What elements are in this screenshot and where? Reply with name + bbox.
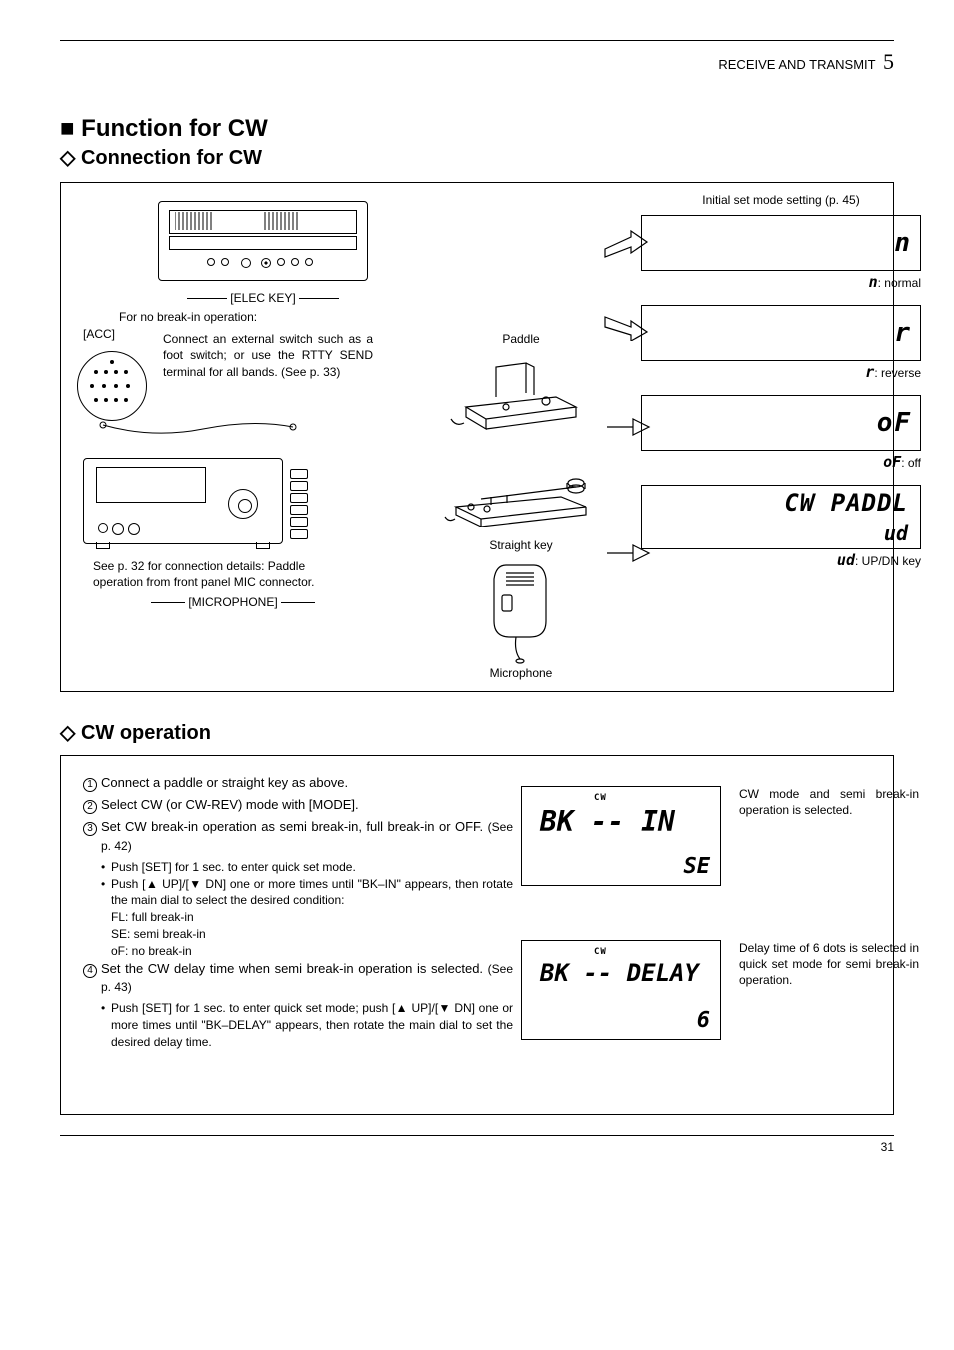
- page-number: 31: [60, 1135, 894, 1154]
- chapter-number: 5: [883, 49, 894, 74]
- header-rule: [60, 40, 894, 41]
- step-2: Select CW (or CW-REV) mode with [MODE].: [101, 796, 513, 814]
- lcd-reverse: r: [641, 305, 921, 361]
- elec-key-label: ELEC KEY: [234, 291, 293, 305]
- heading-cw-operation: ◇ CW operation: [60, 720, 894, 745]
- step-3-num: 3: [83, 822, 97, 836]
- lcd-off: oF: [641, 395, 921, 451]
- lcd-bkdelay: CW BK -- DELAY 6: [521, 940, 721, 1040]
- connector-wire: [93, 421, 353, 441]
- cw-operation-box: 1 Connect a paddle or straight key as abo…: [60, 755, 894, 1115]
- front-mic-note: See p. 32 for connection details: Paddle…: [93, 558, 323, 590]
- step-3-bullet-2: Push [▲ UP]/[▼ DN] one or more times unt…: [111, 876, 513, 910]
- radio-front-illustration: [83, 458, 283, 544]
- lcd-bkin: CW BK -- IN SE: [521, 786, 721, 886]
- lcd-bkin-caption: CW mode and semi break-in operation is s…: [739, 786, 919, 886]
- step-3-of: oF: no break-in: [83, 943, 513, 960]
- step-3: Set CW break-in operation as semi break-…: [101, 819, 488, 834]
- no-breakin-title: For no break-in operation:: [119, 309, 383, 325]
- microphone-bracket-label: MICROPHONE: [192, 595, 275, 609]
- acc-label: [ACC]: [83, 327, 115, 341]
- step-3-fl: FL: full break-in: [83, 909, 513, 926]
- updn-label: : UP/DN key: [855, 554, 921, 568]
- paddle-label: Paddle: [431, 331, 611, 347]
- reverse-label: : reverse: [874, 366, 921, 380]
- step-4: Set the CW delay time when semi break-in…: [101, 961, 488, 976]
- initial-set-mode-label: Initial set mode setting (p. 45): [641, 193, 921, 207]
- paddle-illustration: [446, 347, 596, 437]
- microphone-illustration: [476, 555, 566, 665]
- acc-connector-illustration: [77, 351, 147, 421]
- page-header: RECEIVE AND TRANSMIT 5: [60, 49, 894, 75]
- straight-key-illustration: [441, 457, 601, 527]
- step-3-bullet-1: Push [SET] for 1 sec. to enter quick set…: [111, 859, 356, 876]
- section-name: RECEIVE AND TRANSMIT: [718, 57, 875, 72]
- step-4-bullet-1: Push [SET] for 1 sec. to enter quick set…: [111, 1000, 513, 1050]
- normal-label: : normal: [878, 276, 921, 290]
- step-3-se: SE: semi break-in: [83, 926, 513, 943]
- step-2-num: 2: [83, 800, 97, 814]
- step-1: Connect a paddle or straight key as abov…: [101, 774, 513, 792]
- radio-rear-illustration: [158, 201, 368, 281]
- off-label: : off: [901, 456, 921, 470]
- lcd-bkdelay-caption: Delay time of 6 dots is selected in quic…: [739, 940, 919, 1040]
- lcd-cw-paddle: CW PADDL ud: [641, 485, 921, 549]
- heading-connection-cw: ◇ Connection for CW: [60, 145, 894, 170]
- lcd-normal: n: [641, 215, 921, 271]
- step-4-num: 4: [83, 964, 97, 978]
- heading-function-cw: ■ Function for CW: [60, 115, 894, 143]
- microphone-label: Microphone: [431, 665, 611, 681]
- step-1-num: 1: [83, 778, 97, 792]
- no-breakin-body: Connect an external switch such as a foo…: [163, 331, 373, 380]
- connection-diagram: [ELEC KEY] For no break-in operation: [A…: [60, 182, 894, 692]
